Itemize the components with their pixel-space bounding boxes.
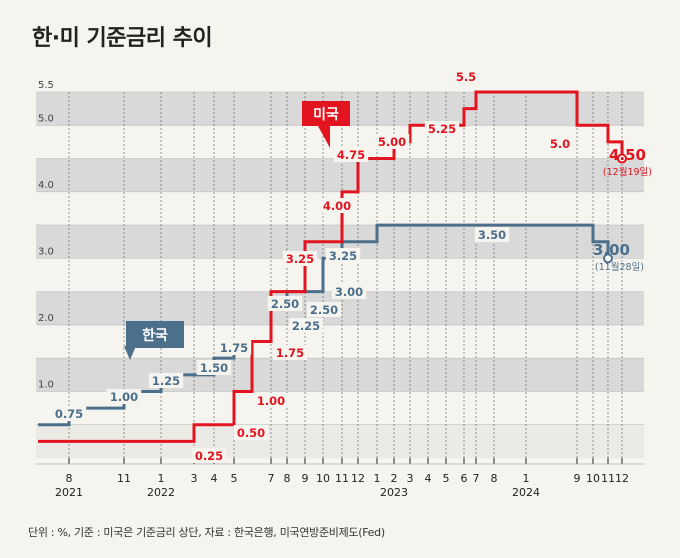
data-label-us-bg (374, 134, 410, 149)
series-end-marker-korea (603, 253, 613, 264)
data-label-korea-bg (325, 248, 361, 263)
data-label-korea-bg (196, 360, 232, 375)
x-tick-label: 1 (158, 472, 165, 485)
data-label-korea-bg (474, 227, 510, 242)
legend-tag-us (302, 101, 350, 126)
series-end-marker-us (617, 153, 627, 164)
x-tick-label: 9 (574, 472, 581, 485)
x-tick-label: 7 (268, 472, 275, 485)
x-year-label: 2021 (55, 486, 83, 499)
data-label-us-bg (452, 69, 480, 84)
data-label-korea-bg (331, 284, 367, 299)
final-label-us: 4.50 (609, 146, 646, 164)
legend-tag-korea (126, 321, 184, 348)
final-date-korea: (11월28일) (595, 261, 644, 273)
x-tick-label: 11 (117, 472, 131, 485)
data-label-korea: 1.50 (200, 361, 228, 375)
data-label-korea: 1.75 (220, 341, 248, 355)
x-tick-label: 6 (461, 472, 468, 485)
data-label-us: 4.75 (337, 148, 365, 162)
data-label-korea: 2.50 (310, 303, 338, 317)
data-label-us-bg (253, 393, 289, 408)
data-label-korea-bg (148, 373, 184, 388)
data-label-korea-bg (267, 296, 303, 311)
data-label-korea-bg (288, 318, 324, 333)
data-label-us: 0.50 (237, 426, 265, 440)
data-label-korea: 2.50 (271, 297, 299, 311)
data-label-korea: 1.00 (110, 390, 138, 404)
data-label-us-bg (282, 251, 318, 266)
x-tick-label: 5 (443, 472, 450, 485)
y-tick-label: 4.0 (38, 180, 54, 191)
x-tick-label: 3 (191, 472, 198, 485)
data-label-us: 4.00 (323, 199, 351, 213)
x-tick-label: 8 (66, 472, 73, 485)
x-tick-label: 8 (284, 472, 291, 485)
x-tick-label: 9 (302, 472, 309, 485)
final-label-korea: 3.00 (593, 241, 630, 259)
data-label-us-bg (424, 121, 460, 136)
data-label-korea: 3.25 (329, 249, 357, 263)
x-tick-label: 10 (316, 472, 330, 485)
grid-band (36, 158, 644, 192)
x-tick-label: 4 (211, 472, 218, 485)
legend-pointer-korea (124, 346, 136, 360)
data-label-korea: 0.75 (55, 407, 83, 421)
y-tick-label: 5.0 (38, 113, 54, 124)
data-label-korea: 1.25 (152, 374, 180, 388)
data-label-us: 5.0 (550, 137, 570, 151)
x-tick-label: 5 (231, 472, 238, 485)
legend-label-korea: 한국 (142, 328, 168, 344)
x-year-label: 2023 (380, 486, 408, 499)
x-tick-label: 11 (335, 472, 349, 485)
data-label-us: 0.25 (195, 449, 223, 463)
data-label-us: 1.00 (257, 394, 285, 408)
x-tick-label: 8 (491, 472, 498, 485)
x-tick-label: 2 (391, 472, 398, 485)
chart-title: 한·미 기준금리 추이 (32, 26, 213, 51)
x-tick-label: 3 (407, 472, 414, 485)
x-tick-label: 7 (473, 472, 480, 485)
data-label-us-bg (546, 136, 574, 151)
legend-label-us: 미국 (313, 107, 339, 123)
legend-pointer-us (318, 126, 330, 148)
data-label-us: 1.75 (276, 346, 304, 360)
x-tick-label: 12 (351, 472, 365, 485)
x-tick-label: 11 (601, 472, 615, 485)
data-label-korea-bg (106, 389, 142, 404)
x-tick-label: 4 (425, 472, 432, 485)
data-label-us-bg (319, 198, 355, 213)
x-tick-label: 10 (586, 472, 600, 485)
data-label-us-bg (272, 345, 308, 360)
data-label-korea: 3.00 (335, 285, 363, 299)
y-tick-label: 3.0 (38, 246, 54, 257)
data-label-us: 5.00 (378, 135, 406, 149)
y-tick-label: 5.5 (38, 80, 54, 91)
data-label-korea: 2.25 (292, 319, 320, 333)
y-tick-label: 2.0 (38, 313, 54, 324)
data-label-korea-bg (51, 406, 87, 421)
x-year-label: 2024 (512, 486, 540, 499)
data-label-korea: 3.50 (478, 228, 506, 242)
final-date-us: (12월19일) (603, 166, 652, 178)
data-label-us-bg (191, 448, 227, 463)
data-label-us-bg (333, 147, 369, 162)
x-tick-label: 12 (615, 472, 629, 485)
data-label-us: 5.5 (456, 70, 476, 84)
x-tick-label: 1 (523, 472, 530, 485)
footnote: 단위 : %, 기준 : 미국은 기준금리 상단, 자료 : 한국은행, 미국연… (28, 526, 385, 539)
y-tick-label: 1.0 (38, 379, 54, 390)
data-label-us-bg (233, 425, 269, 440)
x-year-label: 2022 (147, 486, 175, 499)
data-label-korea-bg (216, 340, 252, 355)
data-label-us: 5.25 (428, 122, 456, 136)
grid-band (36, 358, 644, 392)
data-label-us: 3.25 (286, 252, 314, 266)
data-label-korea-bg (306, 302, 342, 317)
x-tick-label: 1 (374, 472, 381, 485)
